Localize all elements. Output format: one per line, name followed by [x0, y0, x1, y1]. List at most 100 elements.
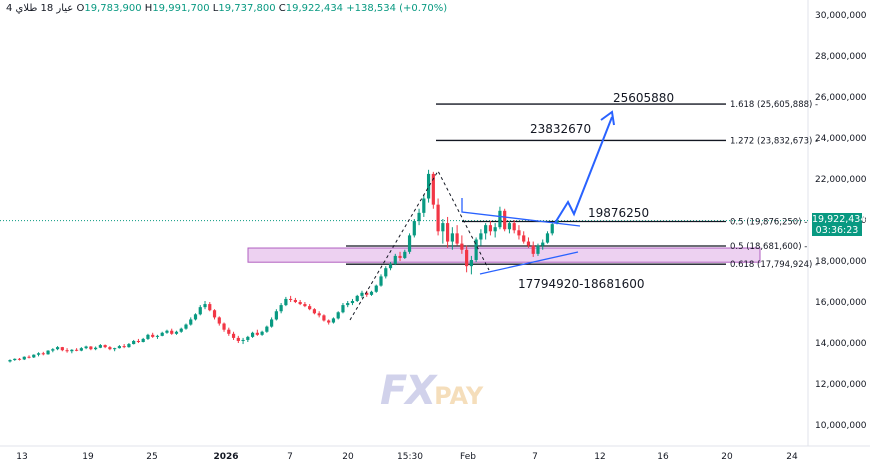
candle-body [274, 311, 278, 320]
candle-body [312, 309, 317, 314]
x-tick-label: 2026 [213, 452, 238, 462]
candle-body [165, 330, 169, 333]
x-tick-label: 25 [146, 452, 157, 462]
x-tick-label: 20 [342, 452, 354, 462]
candle-body [403, 251, 407, 258]
candle-body [70, 349, 74, 352]
candle-body [536, 245, 540, 254]
fib-level-label: 0.5 (19,876,250) - [730, 218, 807, 228]
candle-body [41, 353, 45, 355]
bar-countdown: 03:36:23 [815, 225, 859, 236]
high-label: H [144, 3, 153, 14]
candle-body [493, 227, 497, 232]
x-tick-label: Feb [460, 452, 476, 462]
candle-body [184, 324, 188, 329]
level-annotation: 25605880 [613, 91, 674, 105]
candle-body [412, 221, 416, 236]
last-price-tag: 19,922,434 03:36:23 [812, 213, 866, 236]
candle-body [417, 212, 421, 222]
ohlc-legend: 4 عيار 18 طلاي O19,783,900 H19,991,700 L… [6, 3, 447, 14]
low-value: 19,737,800 [218, 3, 276, 14]
candle-body [55, 347, 60, 350]
candle-body [360, 292, 364, 296]
y-tick-label: 26,000,000 [815, 93, 867, 103]
candle-body [127, 344, 131, 348]
candle-body [317, 313, 321, 316]
candle-body [550, 224, 554, 234]
candle-body [246, 336, 250, 340]
candle-body [79, 348, 83, 351]
candle-body [193, 314, 198, 320]
projection-path [554, 116, 613, 224]
candle-body [426, 173, 431, 199]
candle-body [94, 347, 98, 350]
candle-body [422, 198, 426, 213]
candle-body [270, 319, 274, 327]
x-tick-label: 19 [82, 452, 94, 462]
x-tick-label: 15:30 [397, 452, 423, 462]
candle-body [374, 285, 378, 292]
fib-level-label: 0.618 (17,794,924) - [730, 260, 818, 270]
candle-body [27, 356, 31, 358]
triangle-upper-line [461, 198, 581, 227]
candle-body [488, 225, 493, 232]
projection-arrowhead [600, 110, 615, 126]
candle-body [217, 317, 221, 324]
x-tick-label: 16 [657, 452, 669, 462]
candle-body [236, 337, 240, 341]
candle-body [141, 338, 145, 342]
candle-body [51, 349, 55, 351]
candle-body [8, 360, 12, 362]
candle-body [179, 328, 183, 332]
candle-body [74, 349, 79, 351]
candle-body [436, 204, 440, 232]
y-tick-label: 16,000,000 [815, 298, 867, 308]
candle-body [155, 335, 160, 337]
candle-body [384, 268, 388, 277]
candle-body [327, 320, 331, 323]
open-label: O [76, 3, 85, 14]
fib-level-label: 0.5 (18,681,600) - [730, 242, 807, 252]
fib-level-label: 1.272 (23,832,673) - [730, 136, 818, 146]
watermark-pay: PAY [434, 382, 484, 410]
candle-body [479, 233, 483, 240]
y-tick-label: 24,000,000 [815, 134, 867, 144]
candle-body [136, 340, 141, 342]
candle-body [208, 304, 212, 311]
candle-body [89, 346, 93, 350]
candle-body [13, 358, 17, 361]
candle-body [146, 334, 150, 339]
y-tick-label: 12,000,000 [815, 380, 867, 390]
level-annotation: 23832670 [530, 122, 591, 136]
y-tick-label: 14,000,000 [815, 339, 867, 349]
candle-body [151, 334, 155, 337]
y-tick-label: 30,000,000 [815, 11, 867, 21]
candle-body [498, 210, 502, 228]
x-tick-label: 20 [721, 452, 733, 462]
candle-body [526, 241, 531, 246]
candle-body [465, 249, 469, 267]
fib-level-label: 1.618 (25,605,888) - [730, 100, 818, 110]
candle-body [65, 350, 69, 352]
candle-body [298, 302, 302, 305]
candle-body [22, 356, 26, 360]
candle-body [431, 173, 435, 205]
y-tick-label: 10,000,000 [815, 421, 867, 431]
candle-body [512, 223, 516, 231]
candle-body [341, 305, 345, 313]
candle-body [474, 239, 478, 260]
candle-body [346, 303, 350, 306]
candle-body [531, 245, 535, 254]
support-zone [247, 247, 761, 263]
candle-body [60, 347, 64, 351]
candle-body [350, 301, 355, 304]
candle-body [393, 255, 397, 265]
candle-body [455, 233, 459, 244]
candle-body [545, 233, 550, 243]
candle-body [174, 331, 179, 334]
candle-body [293, 299, 297, 303]
candle-body [398, 255, 402, 258]
x-tick-label: 13 [16, 452, 27, 462]
